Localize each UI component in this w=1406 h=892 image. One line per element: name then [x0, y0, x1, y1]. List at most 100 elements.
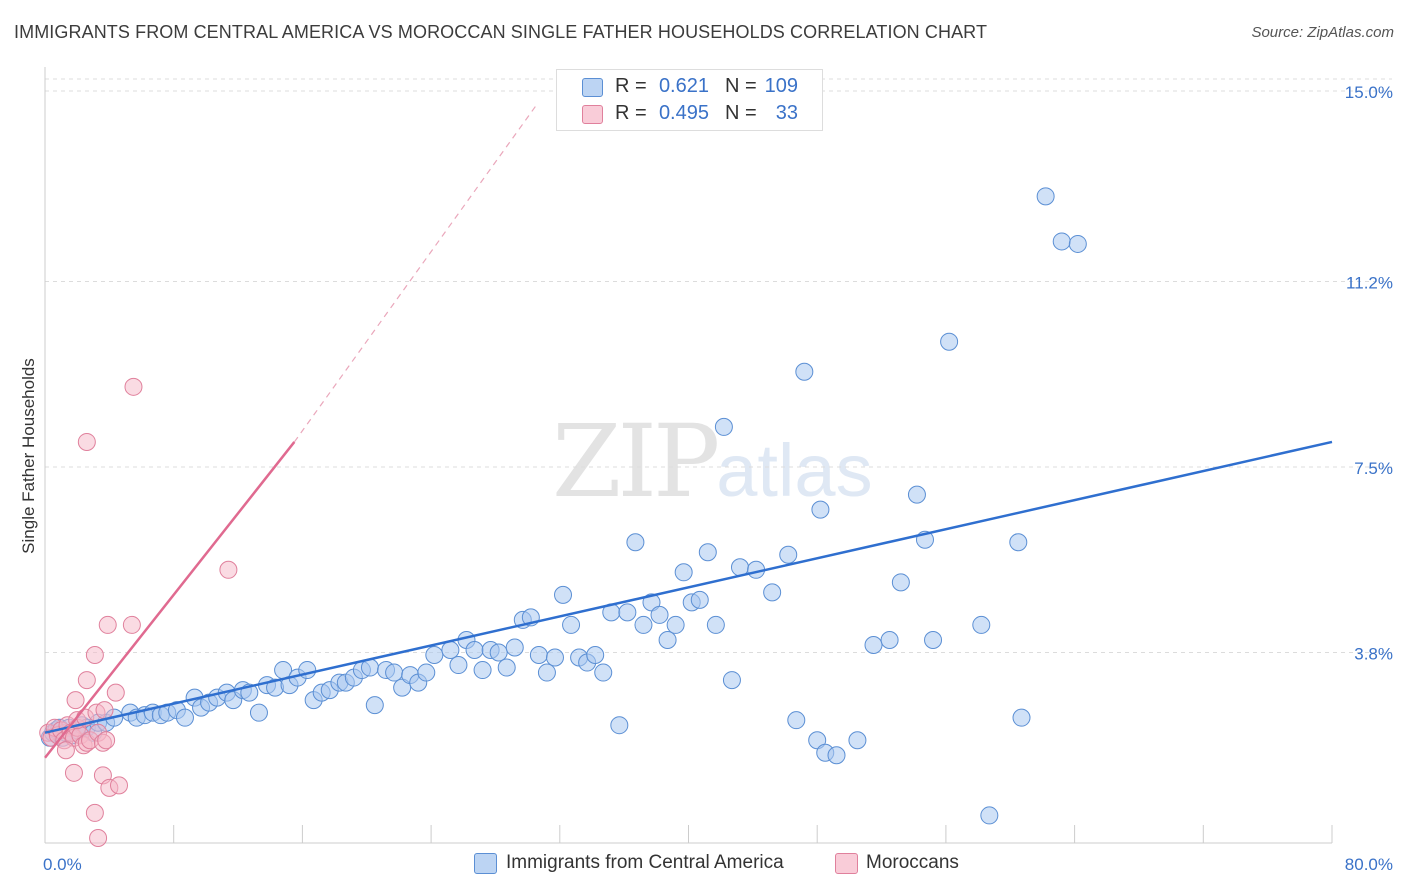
legend-swatch-blue	[474, 853, 497, 874]
central-america-point	[787, 711, 806, 730]
central-america-point	[706, 615, 725, 634]
moroccan-point	[66, 691, 85, 710]
chart-title: IMMIGRANTS FROM CENTRAL AMERICA VS MOROC…	[14, 22, 988, 42]
central-america-point	[634, 615, 653, 634]
n-label: N =	[725, 75, 757, 97]
central-america-point	[714, 417, 733, 436]
x-tick-label: 80.0%	[1345, 855, 1393, 874]
moroccan-trend-extension	[293, 105, 537, 443]
central-america-point	[417, 663, 436, 682]
central-america-point	[594, 663, 613, 682]
central-america-point	[425, 646, 444, 665]
y-tick-label: 11.2%	[1346, 274, 1393, 293]
r-value: 0.621	[658, 75, 709, 97]
central-america-point	[658, 630, 677, 649]
central-america-point	[666, 615, 685, 634]
stats-legend-row-blue: R = 0.621 N = 109	[557, 74, 822, 100]
moroccan-point	[77, 432, 96, 451]
legend-label-central-america: Immigrants from Central America	[506, 852, 784, 873]
central-america-point	[722, 671, 741, 690]
central-america-point	[1012, 708, 1031, 727]
central-america-point	[763, 583, 782, 602]
central-america-point	[940, 332, 959, 351]
stats-legend-row-pink: R = 0.495 N = 33	[557, 101, 822, 127]
y-tick-label: 3.8%	[1354, 645, 1393, 664]
central-america-point	[626, 533, 645, 552]
central-america-point	[827, 746, 846, 765]
central-america-point	[586, 646, 605, 665]
central-america-point	[698, 543, 717, 562]
central-america-point	[1052, 232, 1071, 251]
central-america-point	[924, 630, 943, 649]
moroccan-point	[95, 701, 114, 720]
central-america-point	[465, 641, 484, 659]
central-america-point	[554, 585, 573, 604]
central-america-point	[545, 648, 564, 667]
moroccan-point	[64, 763, 83, 782]
central-america-point	[441, 641, 460, 659]
central-america-point	[249, 703, 268, 722]
legend-swatch-pink	[835, 853, 858, 874]
moroccan-point	[56, 741, 75, 760]
central-america-point	[537, 663, 556, 682]
central-america-point	[505, 638, 524, 657]
central-america-point	[779, 545, 798, 564]
central-america-point	[650, 605, 669, 624]
y-tick-label: 15.0%	[1345, 83, 1393, 102]
central-america-point	[972, 615, 991, 634]
central-america-point	[449, 656, 468, 675]
x-tick-label: 0.0%	[43, 855, 82, 874]
central-america-point	[529, 646, 548, 665]
n-value: 109	[764, 75, 798, 97]
moroccan-point	[85, 646, 104, 665]
moroccan-point	[85, 803, 104, 822]
central-america-point	[795, 362, 814, 381]
central-america-point	[610, 716, 629, 735]
n-label: N =	[725, 102, 757, 124]
central-america-point	[864, 635, 883, 654]
central-america-point	[1036, 187, 1055, 206]
moroccan-point	[122, 615, 141, 634]
series-legend: Immigrants from Central America Moroccan…	[0, 850, 1406, 880]
central-america-point	[497, 658, 516, 677]
watermark-zip: ZIP	[552, 403, 720, 520]
r-label: R =	[615, 75, 647, 97]
n-value: 33	[775, 102, 798, 124]
central-america-point	[690, 590, 709, 609]
moroccan-point	[98, 615, 117, 634]
stats-legend: R = 0.621 N = 109 R = 0.495 N = 33	[556, 69, 823, 131]
blue-swatch	[582, 78, 603, 97]
y-tick-label: 7.5%	[1354, 459, 1393, 478]
moroccan-trend-line	[44, 441, 296, 759]
central-america-point	[365, 696, 384, 715]
central-america-point	[674, 563, 693, 582]
watermark-atlas: atlas	[716, 429, 873, 512]
central-america-point	[980, 806, 999, 825]
central-america-point	[385, 663, 404, 682]
central-america-point	[811, 500, 830, 519]
central-america-point	[907, 485, 926, 504]
central-america-point	[175, 708, 194, 727]
central-america-point	[562, 615, 581, 634]
central-america-point	[618, 603, 637, 622]
central-america-point	[473, 661, 492, 680]
moroccan-point	[97, 731, 116, 750]
central-america-point	[891, 573, 910, 592]
moroccan-point	[106, 683, 125, 702]
r-label: R =	[615, 102, 647, 124]
moroccan-point	[89, 828, 108, 847]
central-america-point	[1009, 533, 1028, 552]
moroccan-point	[124, 377, 143, 396]
chart-source: Source: ZipAtlas.com	[1251, 24, 1394, 41]
moroccan-point	[77, 671, 96, 690]
central-america-trend-line	[44, 440, 1333, 734]
pink-swatch	[582, 105, 603, 124]
moroccan-point	[110, 776, 129, 795]
central-america-point	[848, 731, 867, 750]
zipatlas-watermark: ZIPatlas	[552, 403, 873, 520]
central-america-point	[880, 630, 899, 649]
legend-label-moroccans: Moroccans	[866, 852, 959, 873]
central-america-point	[489, 643, 508, 662]
r-value: 0.495	[658, 102, 709, 124]
